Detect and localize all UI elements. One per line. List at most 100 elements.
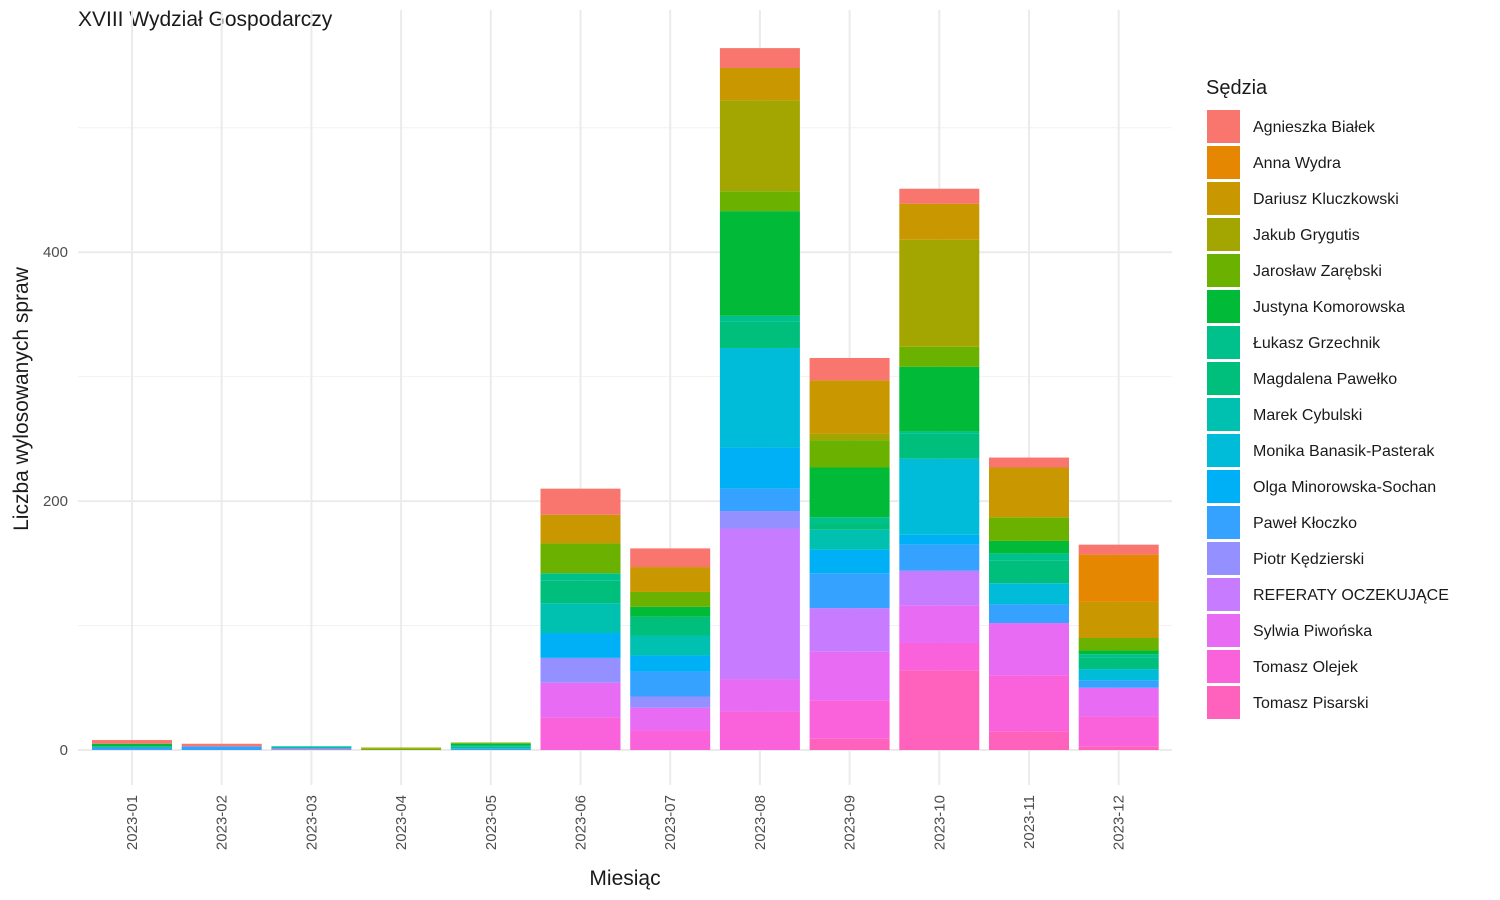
x-tick-label: 2023-01 <box>124 795 141 850</box>
bar-segment <box>719 321 800 349</box>
legend: Sędzia Agnieszka Białek Anna Wydra Dariusz… <box>1206 77 1449 719</box>
legend-key <box>1207 506 1240 539</box>
legend-key <box>1207 686 1240 719</box>
bar-segment <box>540 633 621 658</box>
y-tick-labels: 0 200 400 <box>43 244 68 759</box>
x-tick-label: 2023-09 <box>842 795 859 850</box>
bar-segment <box>809 467 890 518</box>
bar-segment <box>1078 746 1159 750</box>
legend-key <box>1207 470 1240 503</box>
bar-segment <box>719 447 800 489</box>
bar-segment <box>630 730 711 750</box>
bar-segment <box>719 679 800 712</box>
bar-segment <box>630 606 711 617</box>
bar-segment <box>719 48 800 69</box>
bar-segment <box>899 431 980 434</box>
bar-segment <box>809 549 890 574</box>
bar-segment <box>809 573 890 609</box>
x-tick-label: 2023-07 <box>662 795 679 850</box>
bar-segment <box>899 534 980 545</box>
legend-label: Jarosław Zarębski <box>1253 263 1382 280</box>
bar-segment <box>809 357 890 381</box>
bar-segment <box>719 211 800 316</box>
bar-segment <box>92 740 172 744</box>
legend-label: Łukasz Grzechnik <box>1253 335 1381 352</box>
bar-segment <box>1078 554 1159 602</box>
bar-segment <box>630 671 711 697</box>
bar-segment <box>899 203 980 240</box>
bar-segment <box>1078 657 1159 670</box>
legend-label: Jakub Grygutis <box>1253 227 1360 244</box>
bar-segment <box>450 742 531 744</box>
bar-segment <box>1078 716 1159 747</box>
x-tick-label: 2023-05 <box>483 795 500 850</box>
legend-key <box>1207 542 1240 575</box>
legend-label: Justyna Komorowska <box>1253 299 1405 316</box>
bar-segment <box>899 670 980 750</box>
bar-segment <box>271 746 352 749</box>
legend-label: REFERATY OCZEKUJĄCE <box>1253 587 1449 604</box>
bar-segment <box>899 239 980 347</box>
bar-segment <box>989 517 1069 541</box>
bar-segment <box>809 700 890 739</box>
bar-segment <box>450 745 531 747</box>
legend-key <box>1207 578 1240 611</box>
bar-segment <box>719 100 800 192</box>
bar-segment <box>809 529 890 550</box>
bar-segment <box>450 747 531 749</box>
x-tick-label: 2023-11 <box>1021 795 1038 849</box>
bar-segment <box>1078 687 1159 717</box>
legend-key <box>1207 218 1240 251</box>
legend-label: Piotr Kędzierski <box>1253 551 1364 568</box>
bar-segment <box>719 488 800 512</box>
legend-key <box>1207 110 1240 143</box>
bar-segment <box>540 717 621 750</box>
legend-label: Anna Wydra <box>1253 155 1341 172</box>
legend-label: Paweł Kłoczko <box>1253 515 1357 532</box>
bar-segment <box>540 657 621 683</box>
bar-segment <box>1078 654 1159 658</box>
legend-key <box>1207 398 1240 431</box>
legend-label: Marek Cybulski <box>1253 407 1362 424</box>
bar-segment <box>809 380 890 434</box>
legend-key <box>1207 254 1240 287</box>
x-tick-labels: 2023-01 2023-02 2023-03 2023-04 2023-05 2023-… <box>124 795 1128 850</box>
bar-segment <box>630 635 711 656</box>
bar-segment <box>899 544 980 571</box>
bar-segment <box>899 433 980 459</box>
x-tick-label: 2023-12 <box>1111 795 1128 850</box>
bar-segment <box>540 543 621 574</box>
bar-segment <box>450 746 531 748</box>
bar-segment <box>989 604 1069 624</box>
bar-segment <box>361 748 442 750</box>
bar-segment <box>989 553 1069 561</box>
legend-label: Monika Banasik-Pasterak <box>1253 443 1435 460</box>
bar-segment <box>540 514 621 544</box>
bar-segment <box>181 746 262 750</box>
bar-segment <box>540 488 621 515</box>
x-tick-label: 2023-02 <box>214 795 231 850</box>
legend-label: Dariusz Kluczkowski <box>1253 191 1399 208</box>
bar-segment <box>989 731 1069 750</box>
bar-segment <box>719 315 800 322</box>
x-tick-label: 2023-08 <box>752 795 769 850</box>
bar-segment <box>630 548 711 568</box>
y-tick-label: 400 <box>43 244 68 261</box>
bar-segment <box>719 711 800 750</box>
chart-title: XVIII Wydział Gospodarczy <box>78 8 333 31</box>
bar-segment <box>899 346 980 367</box>
legend-key <box>1207 146 1240 179</box>
legend-label: Magdalena Pawełko <box>1253 371 1397 388</box>
bar-segment <box>989 540 1069 554</box>
bar-segment <box>181 743 262 747</box>
legend-title: Sędzia <box>1206 77 1268 99</box>
legend-label: Olga Minorowska-Sochan <box>1253 479 1436 496</box>
bar-segment <box>809 608 890 652</box>
bar-segment <box>630 567 711 592</box>
bar-segment <box>1078 680 1159 688</box>
legend-key <box>1207 614 1240 647</box>
bar-segment <box>989 560 1069 584</box>
legend-key <box>1207 290 1240 323</box>
legend-key <box>1207 650 1240 683</box>
legend-key <box>1207 434 1240 467</box>
